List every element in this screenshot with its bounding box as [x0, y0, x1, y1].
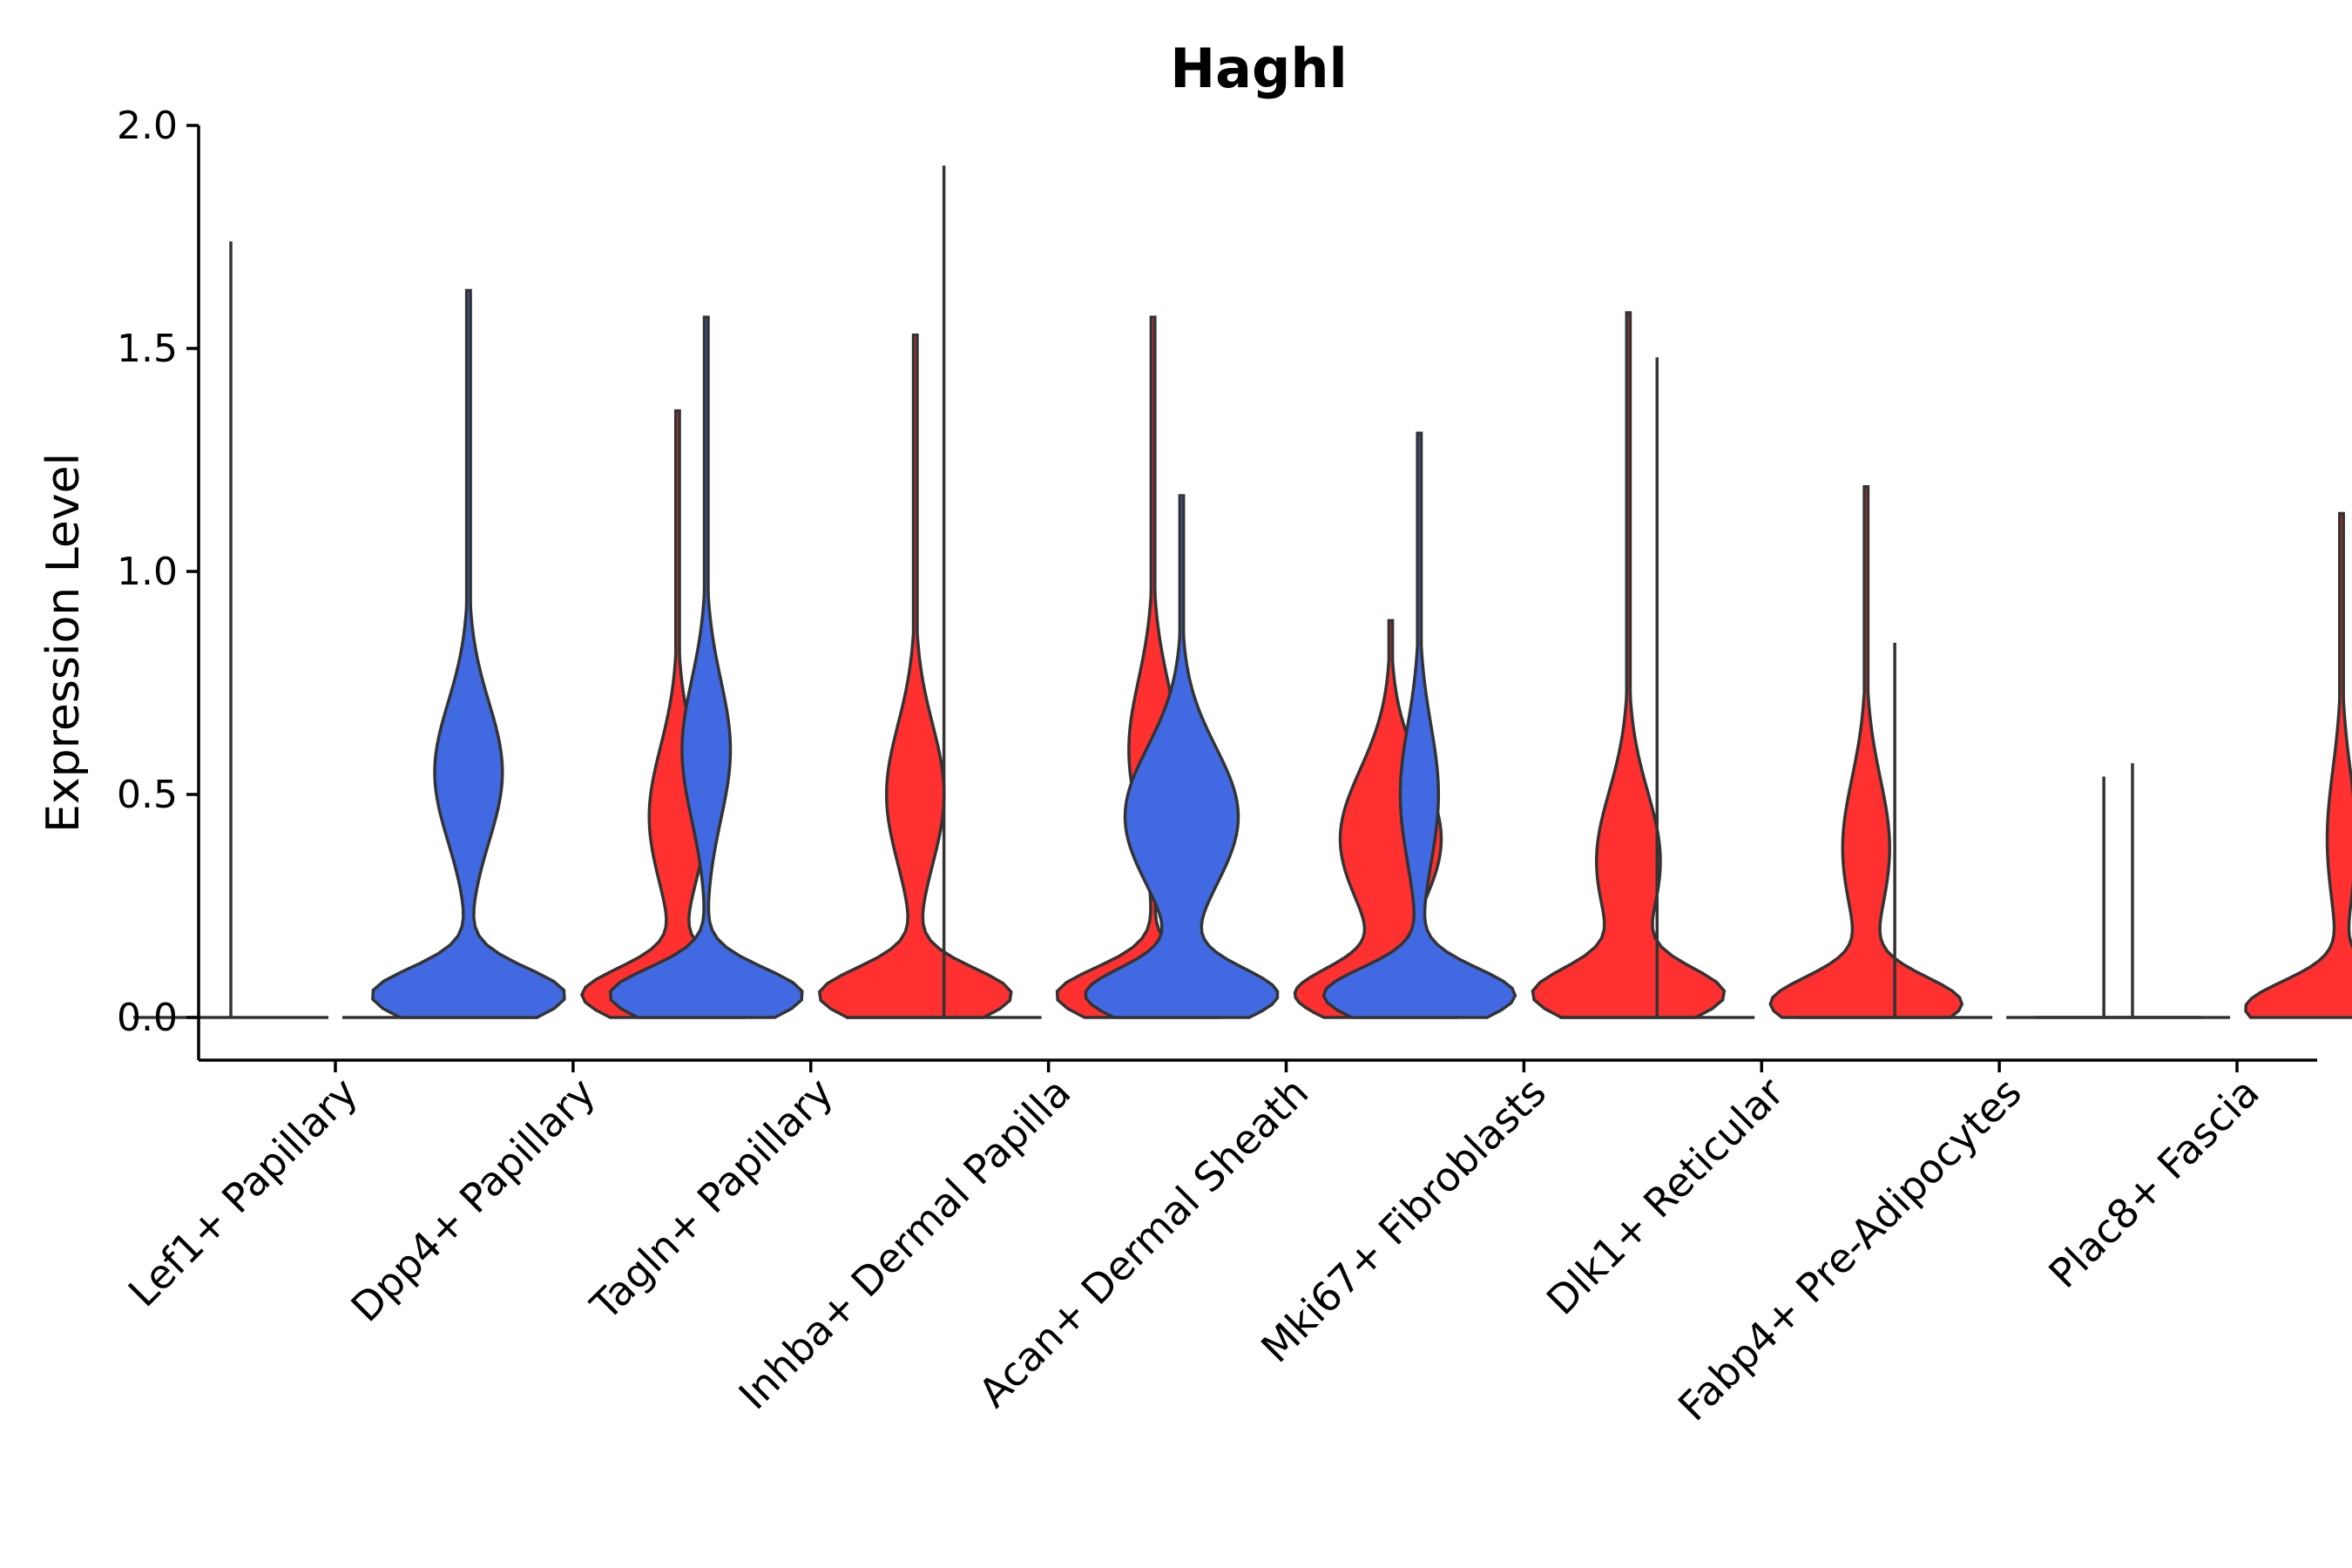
y-tick-label: 2.0	[117, 104, 178, 148]
x-tick-label: Tagln+ Papillary	[581, 1069, 842, 1330]
violin-red	[1055, 315, 1251, 1019]
y-tick-label: 0.5	[117, 773, 178, 817]
violin-red	[2244, 511, 2352, 1019]
violin-red	[1768, 484, 1964, 1019]
y-tick-label: 1.5	[117, 327, 178, 371]
violin-red	[579, 409, 775, 1019]
violin-blue	[371, 288, 566, 1019]
chart-title: Haghl	[1170, 37, 1348, 100]
violin-red	[1293, 618, 1489, 1019]
violin-blue	[608, 315, 804, 1019]
violin-group	[133, 166, 2352, 1019]
violin-red	[1531, 311, 1727, 1019]
violin-blue	[1321, 431, 1517, 1019]
y-tick-label: 0.0	[117, 996, 178, 1040]
x-tick-label: Dlk1+ Reticular	[1538, 1069, 1793, 1324]
x-tick-label: Plac8+ Fascia	[2039, 1069, 2268, 1297]
y-tick-label: 1.0	[117, 550, 178, 594]
y-axis-label: Expression Level	[37, 453, 90, 833]
x-tick-label: Lef1+ Papillary	[119, 1069, 367, 1316]
violin-blue	[1084, 494, 1280, 1019]
violin-red	[817, 333, 1013, 1019]
x-tick-label: Dpp4+ Papillary	[341, 1069, 604, 1331]
